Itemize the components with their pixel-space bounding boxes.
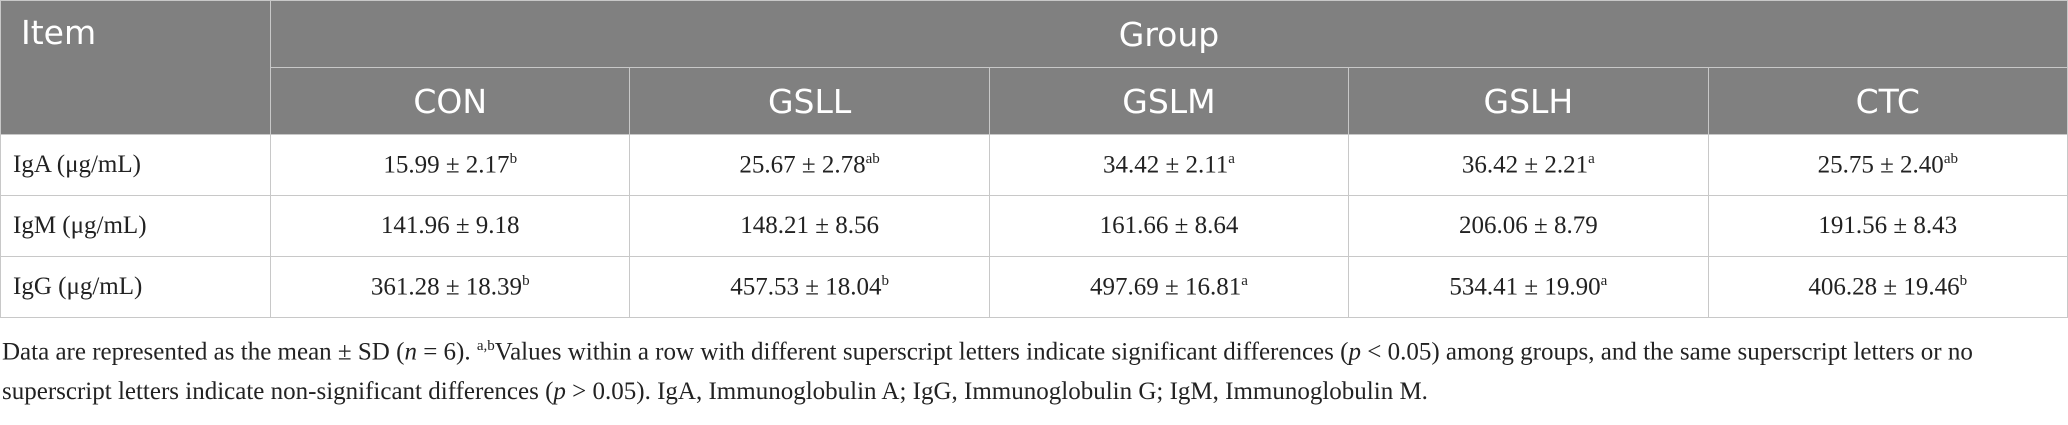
footnote-text: p bbox=[553, 378, 566, 406]
cell-superscript: a bbox=[1228, 150, 1235, 167]
cell: 34.42 ± 2.11a bbox=[988, 134, 1350, 196]
footnote-text: p bbox=[1348, 338, 1361, 366]
column-header: CON bbox=[269, 67, 631, 135]
group-header: Group bbox=[270, 0, 2068, 68]
cell: 36.42 ± 2.21a bbox=[1348, 134, 1709, 196]
footnote-text: > 0.05). IgA, Immunoglobulin A; IgG, Imm… bbox=[565, 378, 1428, 406]
cell-superscript: a bbox=[1600, 272, 1608, 289]
footnote-text: = 6). bbox=[416, 338, 477, 366]
column-header: CTC bbox=[1707, 67, 2068, 135]
cell-value: 15.99 ± 2.17 bbox=[383, 151, 510, 179]
cell-superscript: b bbox=[881, 272, 889, 289]
cell-value: 161.66 ± 8.64 bbox=[1099, 212, 1239, 239]
cell-superscript: ab bbox=[1943, 150, 1958, 167]
column-header: GSLL bbox=[629, 67, 990, 135]
cell-superscript: ab bbox=[865, 150, 880, 167]
row-label: IgG (μg/mL) bbox=[0, 256, 271, 318]
cell-value: 534.41 ± 19.90 bbox=[1449, 273, 1601, 301]
header-row: Item Group bbox=[0, 0, 2068, 135]
cell: 457.53 ± 18.04b bbox=[629, 256, 990, 318]
cell: 148.21 ± 8.56 bbox=[629, 195, 990, 257]
cell: 15.99 ± 2.17b bbox=[269, 134, 631, 196]
column-header: GSLM bbox=[988, 67, 1350, 135]
cell: 206.06 ± 8.79 bbox=[1348, 195, 1709, 257]
cell-value: 148.21 ± 8.56 bbox=[740, 212, 879, 239]
header-row: CON GSLL GSLM GSLH CTC bbox=[1, 67, 2068, 135]
cell-value: 36.42 ± 2.21 bbox=[1461, 151, 1589, 179]
cell-superscript: b bbox=[522, 272, 530, 289]
table-row: IgG (μg/mL) 361.28 ± 18.39b 457.53 ± 18.04… bbox=[0, 256, 2068, 318]
cell: 361.28 ± 18.39b bbox=[269, 256, 631, 318]
cell: 25.75 ± 2.40ab bbox=[1707, 134, 2068, 196]
cell-superscript: b bbox=[1959, 272, 1968, 289]
data-table: Item Group CON GSLL GSLM GSLH CTC IgA (μg/mL… bbox=[0, 0, 2068, 318]
cell-value: 361.28 ± 18.39 bbox=[370, 273, 523, 301]
row-label: IgM (μg/mL) bbox=[0, 195, 271, 257]
cell-value: 34.42 ± 2.11 bbox=[1102, 151, 1229, 179]
cell-value: 141.96 ± 9.18 bbox=[380, 212, 520, 239]
column-header: GSLH bbox=[1348, 67, 1709, 135]
footnote-text: Values within a row with different super… bbox=[494, 338, 1349, 366]
footnote: Data are represented as the mean ± SD (n… bbox=[0, 318, 2068, 412]
cell: 161.66 ± 8.64 bbox=[988, 195, 1350, 257]
cell: 534.41 ± 19.90a bbox=[1348, 256, 1709, 318]
cell-value: 497.69 ± 16.81 bbox=[1090, 273, 1242, 301]
footnote-text: n bbox=[404, 338, 417, 366]
cell-value: 406.28 ± 19.46 bbox=[1808, 273, 1960, 301]
footnote-sup: a,b bbox=[476, 338, 495, 354]
row-label: IgA (μg/mL) bbox=[0, 134, 271, 196]
cell: 141.96 ± 9.18 bbox=[269, 195, 631, 257]
cell-value: 25.67 ± 2.78 bbox=[739, 151, 866, 179]
cell-superscript: a bbox=[1241, 272, 1248, 289]
cell: 406.28 ± 19.46b bbox=[1707, 256, 2068, 318]
cell-value: 457.53 ± 18.04 bbox=[730, 273, 882, 301]
cell: 25.67 ± 2.78ab bbox=[629, 134, 990, 196]
table-row: IgM (μg/mL) 141.96 ± 9.18 148.21 ± 8.56 161… bbox=[0, 195, 2068, 257]
cell-value: 206.06 ± 8.79 bbox=[1459, 212, 1598, 239]
cell-superscript: a bbox=[1588, 150, 1595, 167]
table-body: IgA (μg/mL) 15.99 ± 2.17b 25.67 ± 2.78ab 34… bbox=[0, 134, 2068, 318]
table-row: IgA (μg/mL) 15.99 ± 2.17b 25.67 ± 2.78ab 34… bbox=[0, 134, 2068, 196]
cell: 497.69 ± 16.81a bbox=[988, 256, 1350, 318]
item-header: Item bbox=[0, 0, 271, 135]
cell: 191.56 ± 8.43 bbox=[1707, 195, 2068, 257]
footnote-text: Data are represented as the mean ± SD ( bbox=[2, 338, 405, 366]
cell-value: 191.56 ± 8.43 bbox=[1818, 212, 1958, 239]
cell-value: 25.75 ± 2.40 bbox=[1817, 151, 1944, 179]
cell-superscript: b bbox=[509, 150, 518, 167]
footnote-text: < 0.05) among groups, and the same super… bbox=[2, 338, 1973, 406]
